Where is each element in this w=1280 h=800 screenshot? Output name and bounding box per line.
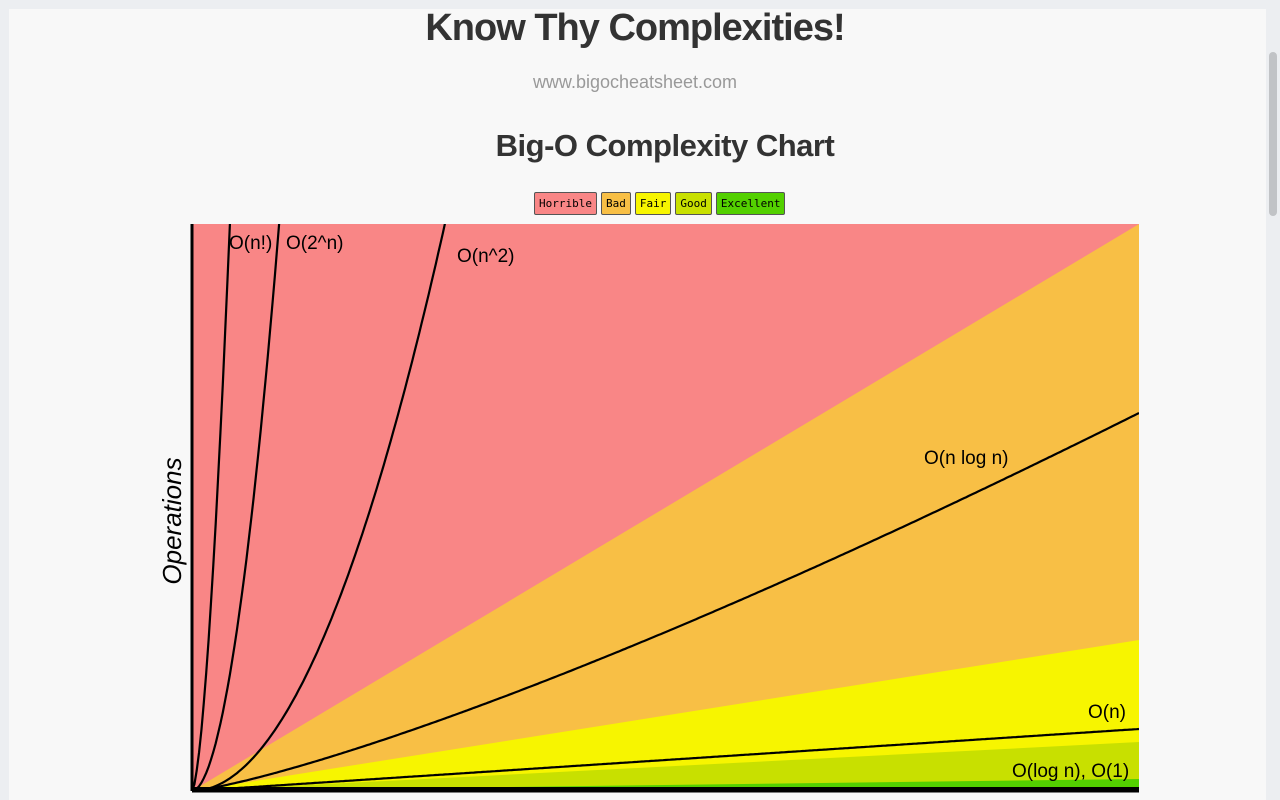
curve-label-square: O(n^2) bbox=[457, 246, 514, 267]
scrollbar[interactable] bbox=[1266, 0, 1280, 800]
curve-label-factorial: O(n!) bbox=[229, 233, 272, 254]
chart-title: Big-O Complexity Chart bbox=[495, 128, 835, 163]
legend-fair: Fair bbox=[634, 192, 672, 215]
curve-exp2 bbox=[192, 224, 281, 791]
legend-good: Good bbox=[675, 192, 712, 215]
scrollbar-thumb[interactable] bbox=[1269, 52, 1277, 216]
curve-label-log: O(log n), O(1) bbox=[1012, 761, 1129, 782]
curve-factorial bbox=[192, 224, 232, 791]
zone-bad bbox=[192, 224, 1139, 791]
zone-fair bbox=[192, 640, 1139, 791]
curve-linear bbox=[192, 727, 1139, 791]
chart-legend: Horrible Bad Fair Good Excellent bbox=[534, 192, 786, 215]
page-title: Know Thy Complexities! bbox=[425, 9, 845, 49]
site-url[interactable]: www.bigocheatsheet.com bbox=[532, 72, 738, 92]
curve-square bbox=[192, 224, 446, 791]
curve-nlogn bbox=[192, 412, 1139, 791]
curve-label-nlogn: O(n log n) bbox=[924, 448, 1008, 469]
curve-label-linear: O(n) bbox=[1088, 702, 1126, 723]
legend-bad: Bad bbox=[600, 192, 631, 215]
zone-good bbox=[192, 742, 1139, 791]
curve-label-exp2: O(2^n) bbox=[286, 233, 343, 254]
legend-excellent: Excellent bbox=[715, 192, 786, 215]
legend-horrible: Horrible bbox=[534, 192, 597, 215]
